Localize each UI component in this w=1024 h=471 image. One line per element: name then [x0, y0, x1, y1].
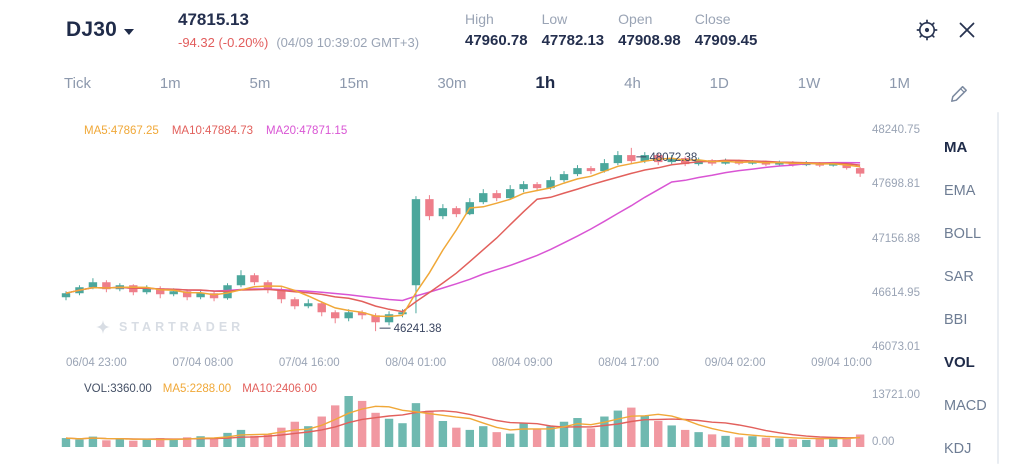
- time-axis: 06/04 23:00 07/04 08:00 07/04 16:00 08/04 0…: [66, 357, 872, 369]
- ma-legend-item: MA20:47871.15: [266, 125, 348, 137]
- time-axis-label: 07/04 16:00: [278, 357, 340, 369]
- sidebar-scrollbar[interactable]: [997, 112, 999, 464]
- timeframe-30m[interactable]: 30m: [437, 74, 467, 92]
- ma-legend-item: MA5:47867.25: [84, 125, 159, 137]
- stat-value: 47960.78: [465, 32, 528, 49]
- time-axis-label: 06/04 23:00: [66, 357, 127, 369]
- price-change-row: -94.32 (-0.20%) (04/09 10:39:02 GMT+3): [178, 35, 419, 50]
- quote-timestamp: (04/09 10:39:02 GMT+3): [276, 35, 420, 50]
- time-axis-label: 09/04 10:00: [811, 357, 872, 369]
- volume-axis-label: 0.00: [872, 436, 895, 448]
- timeframe-1m[interactable]: 1m: [159, 74, 181, 92]
- timeframe-15m[interactable]: 15m: [339, 74, 369, 92]
- startrader-watermark: STARTRADER: [96, 320, 244, 334]
- timeframe-1d[interactable]: 1D: [709, 74, 729, 92]
- ma-legend-item: MA10:47884.73: [171, 125, 254, 137]
- volume-legend-item: VOL:3360.00: [84, 383, 152, 395]
- timeframe-4h[interactable]: 4h: [624, 74, 641, 92]
- indicator-ema[interactable]: EMA: [944, 182, 976, 199]
- price-axis-label: 47698.81: [872, 178, 920, 191]
- timeframe-tabs: Tick 1m 5m 15m 30m 1h 4h 1D 1W 1M: [64, 68, 910, 98]
- close-icon[interactable]: [955, 18, 979, 42]
- draw-pencil-icon[interactable]: [948, 83, 970, 105]
- stat-high: High 47960.78: [465, 11, 528, 49]
- price-axis-label: 48240.75: [872, 124, 920, 136]
- stat-label: High: [465, 11, 494, 27]
- stat-value: 47782.13: [541, 32, 605, 49]
- indicator-sar[interactable]: SAR: [944, 268, 974, 285]
- indicator-vol[interactable]: VOL: [944, 354, 975, 371]
- stat-label: Open: [618, 11, 653, 27]
- time-axis-label: 08/04 17:00: [598, 357, 660, 369]
- stat-low: Low 47782.13: [542, 11, 605, 49]
- ma-legend: MA5:47867.25 MA10:47884.73 MA20:47871.15: [84, 125, 347, 137]
- star-icon: [96, 320, 110, 334]
- timeframe-tick[interactable]: Tick: [64, 74, 91, 92]
- indicator-sidebar: MA EMA BOLL SAR BBI VOL MACD KDJ: [944, 126, 987, 470]
- price-change: -94.32 (-0.20%): [178, 35, 269, 50]
- svg-text:48072.38: 48072.38: [649, 152, 697, 164]
- time-axis-label: 09/04 02:00: [704, 357, 766, 369]
- timeframe-1w[interactable]: 1W: [797, 74, 821, 92]
- indicator-kdj[interactable]: KDJ: [944, 440, 972, 457]
- stat-label: Close: [694, 11, 731, 27]
- time-axis-label: 07/04 08:00: [172, 357, 234, 369]
- stat-open: Open 47908.98: [618, 11, 681, 49]
- chevron-down-icon: [124, 28, 135, 35]
- stat-label: Low: [541, 11, 568, 27]
- volume-legend-item: MA10:2406.00: [242, 383, 318, 395]
- candlestick-chart[interactable]: 48072.38 46241.38: [0, 100, 940, 471]
- svg-text:46241.38: 46241.38: [394, 323, 442, 335]
- stat-close: Close 47909.45: [695, 11, 758, 49]
- volume-legend-item: MA5:2288.00: [162, 383, 232, 395]
- stat-value: 47909.45: [694, 32, 758, 49]
- time-axis-label: 08/04 09:00: [491, 357, 553, 369]
- indicator-bbi[interactable]: BBI: [944, 311, 968, 328]
- symbol-name: DJ30: [66, 18, 118, 41]
- indicator-boll[interactable]: BOLL: [944, 225, 982, 242]
- price-axis-label: 46614.95: [872, 286, 920, 299]
- volume-axis-label: 13721.00: [872, 389, 920, 401]
- volume-legend: VOL:3360.00 MA5:2288.00 MA10:2406.00: [84, 383, 317, 395]
- stat-value: 47908.98: [618, 32, 681, 49]
- last-price: 47815.13: [178, 10, 249, 29]
- timeframe-1h[interactable]: 1h: [535, 73, 556, 92]
- indicator-macd[interactable]: MACD: [944, 397, 987, 414]
- price-axis-label: 46073.01: [872, 341, 920, 353]
- timeframe-5m[interactable]: 5m: [249, 74, 271, 92]
- symbol-selector[interactable]: DJ30: [66, 18, 135, 42]
- timeframe-1m[interactable]: 1M: [889, 74, 910, 92]
- ohlc-stats: High 47960.78 Low 47782.13 Open 47908.98 Close…: [465, 11, 757, 49]
- settings-gear-icon[interactable]: [915, 18, 939, 42]
- watermark-text: STARTRADER: [119, 320, 245, 334]
- time-axis-label: 08/04 01:00: [385, 357, 447, 369]
- price-axis-label: 47156.88: [872, 232, 920, 245]
- indicator-ma[interactable]: MA: [944, 139, 968, 156]
